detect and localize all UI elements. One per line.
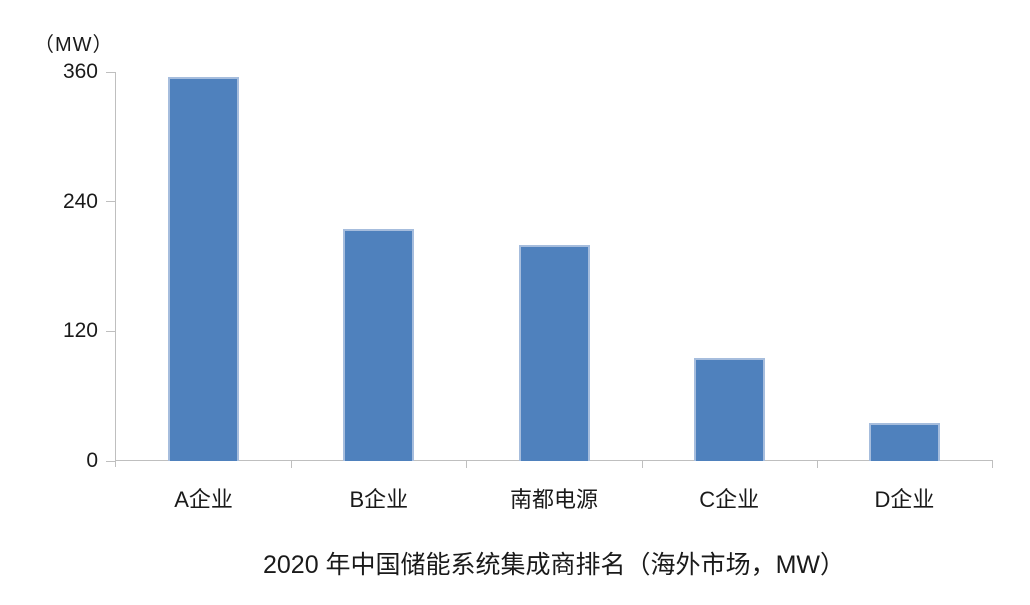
y-tick-label-240: 240: [62, 189, 98, 213]
y-tick-mark-120: [106, 330, 116, 332]
x-tick-mark-5: [992, 461, 993, 468]
y-tick-mark-240: [106, 201, 116, 203]
chart-title: 2020 年中国储能系统集成商排名（海外市场，MW）: [263, 551, 845, 579]
x-category-label-B企业: B企业: [349, 487, 409, 512]
x-tick-mark-2: [466, 461, 468, 468]
x-category-label-D企业: D企业: [874, 487, 935, 512]
bar-A企业: [168, 77, 240, 461]
bar-C企业: [693, 358, 765, 461]
x-tick-mark-1: [291, 461, 293, 468]
y-tick-label-0: 0: [86, 449, 98, 472]
x-category-label-A企业: A企业: [174, 487, 233, 512]
x-category-label-C企业: C企业: [699, 487, 760, 512]
x-tick-mark-4: [816, 461, 818, 468]
x-tick-mark-3: [641, 461, 643, 468]
bar-B企业: [343, 228, 415, 461]
x-category-label-南都电源: 南都电源: [509, 487, 598, 512]
y-tick-label-360: 360: [62, 60, 98, 83]
bar-D企业: [868, 423, 940, 461]
y-tick-label-120: 120: [62, 319, 98, 343]
bar-南都电源: [518, 244, 590, 461]
y-axis-unit-label: （MW）: [34, 34, 114, 56]
y-tick-mark-360: [106, 71, 116, 73]
y-axis-line: [115, 72, 116, 467]
y-tick-mark-0: [106, 460, 116, 462]
